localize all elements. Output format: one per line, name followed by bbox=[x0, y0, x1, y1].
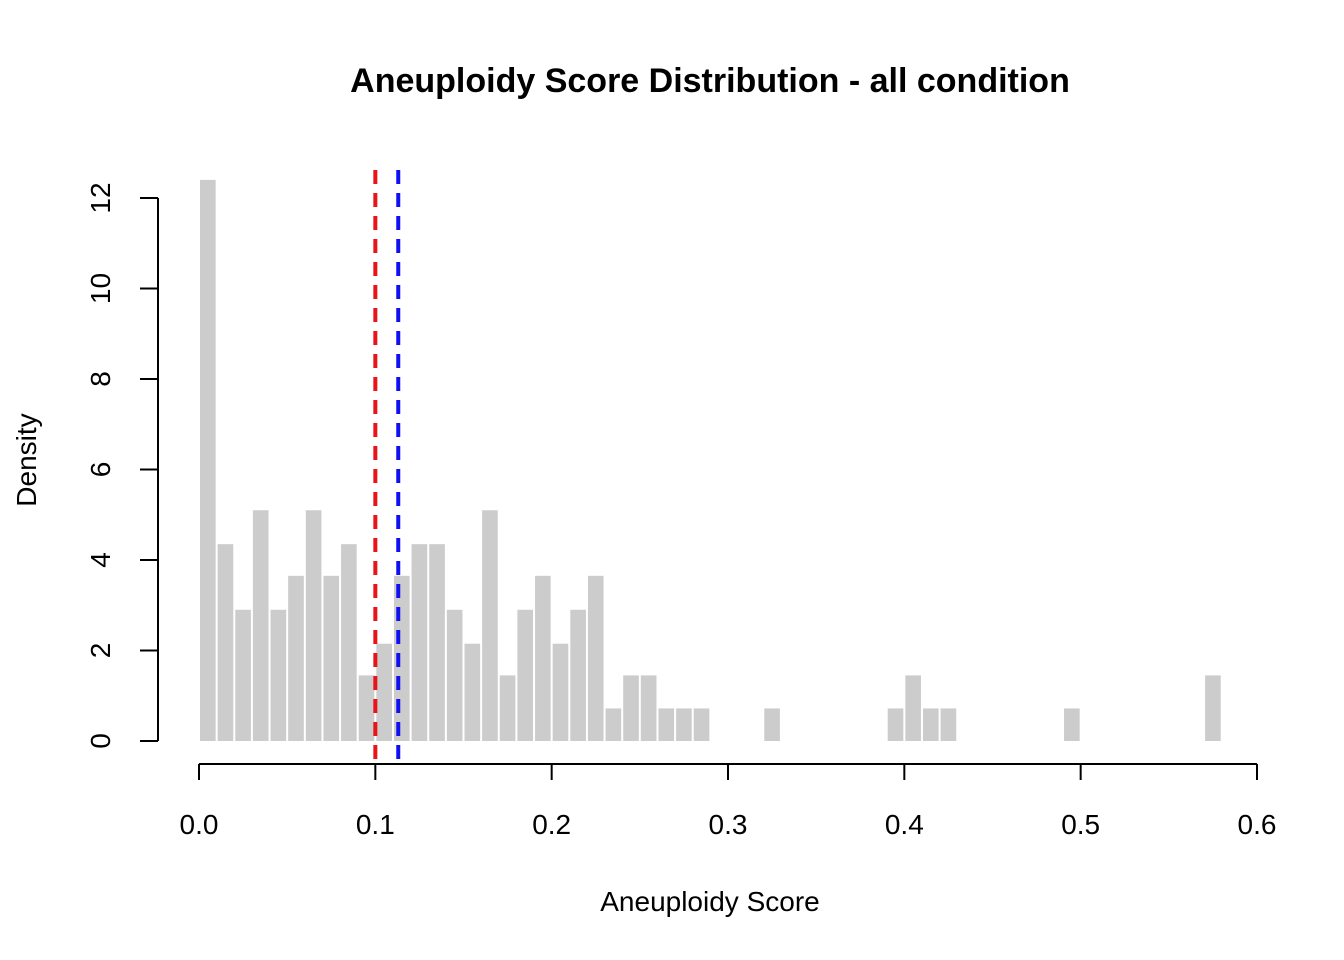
histogram-bar bbox=[464, 643, 481, 741]
histogram-bar bbox=[905, 675, 921, 741]
reference-lines bbox=[373, 170, 401, 768]
histogram-bar bbox=[358, 675, 375, 741]
histogram-bar bbox=[764, 708, 780, 741]
x-tick-label: 0.0 bbox=[180, 809, 219, 840]
histogram-bar bbox=[535, 575, 551, 741]
histogram-bar bbox=[552, 643, 569, 741]
x-tick-label: 0.6 bbox=[1238, 809, 1277, 840]
x-axis-label: Aneuploidy Score bbox=[600, 886, 819, 917]
histogram-bar bbox=[623, 675, 639, 741]
histogram-bar bbox=[482, 510, 498, 741]
histogram-bar bbox=[517, 609, 534, 741]
x-tick-label: 0.4 bbox=[885, 809, 924, 840]
x-tick-label: 0.1 bbox=[356, 809, 395, 840]
histogram-bar bbox=[323, 575, 340, 741]
histogram-bar bbox=[1205, 675, 1221, 741]
histogram-bar bbox=[940, 708, 957, 741]
histogram-bar bbox=[288, 575, 304, 741]
histogram-bar bbox=[658, 708, 675, 741]
histogram-bar bbox=[640, 675, 657, 741]
y-tick-label: 4 bbox=[85, 552, 116, 568]
y-tick-label: 2 bbox=[85, 643, 116, 659]
chart-title: Aneuploidy Score Distribution - all cond… bbox=[350, 62, 1070, 100]
histogram-bar bbox=[217, 544, 234, 741]
histogram-bar bbox=[1064, 708, 1080, 741]
y-tick-label: 6 bbox=[85, 462, 116, 478]
histogram-bar bbox=[429, 544, 445, 741]
y-axis-ticks: 0 2 4 6 8 10 12 bbox=[85, 182, 158, 749]
x-tick-label: 0.5 bbox=[1061, 809, 1100, 840]
histogram-bar bbox=[305, 510, 322, 741]
histogram-bar bbox=[376, 643, 392, 741]
histogram-bar bbox=[499, 675, 516, 741]
y-axis-label: Density bbox=[11, 413, 42, 506]
histogram-bar bbox=[605, 708, 622, 741]
y-tick-label: 0 bbox=[85, 733, 116, 749]
x-axis-ticks: 0.0 0.1 0.2 0.3 0.4 0.5 0.6 bbox=[180, 764, 1277, 840]
y-tick-label: 12 bbox=[85, 182, 116, 213]
histogram-bar bbox=[235, 609, 251, 741]
y-tick-label: 10 bbox=[85, 273, 116, 304]
histogram-bar bbox=[570, 609, 586, 741]
histogram-bar bbox=[676, 708, 692, 741]
histogram-bar bbox=[341, 544, 357, 741]
histogram-bar bbox=[693, 708, 710, 741]
histogram-bar bbox=[270, 609, 287, 741]
y-tick-label: 8 bbox=[85, 371, 116, 387]
histogram-bar bbox=[887, 708, 904, 741]
histogram-bar bbox=[587, 575, 604, 741]
histogram-bar bbox=[252, 510, 269, 741]
x-tick-label: 0.3 bbox=[709, 809, 748, 840]
histogram-bar bbox=[200, 179, 216, 741]
histogram-bar bbox=[922, 708, 939, 741]
x-tick-label: 0.2 bbox=[532, 809, 571, 840]
histogram-bar bbox=[446, 609, 463, 741]
histogram-bars bbox=[200, 179, 1221, 741]
histogram-bar bbox=[411, 544, 428, 741]
